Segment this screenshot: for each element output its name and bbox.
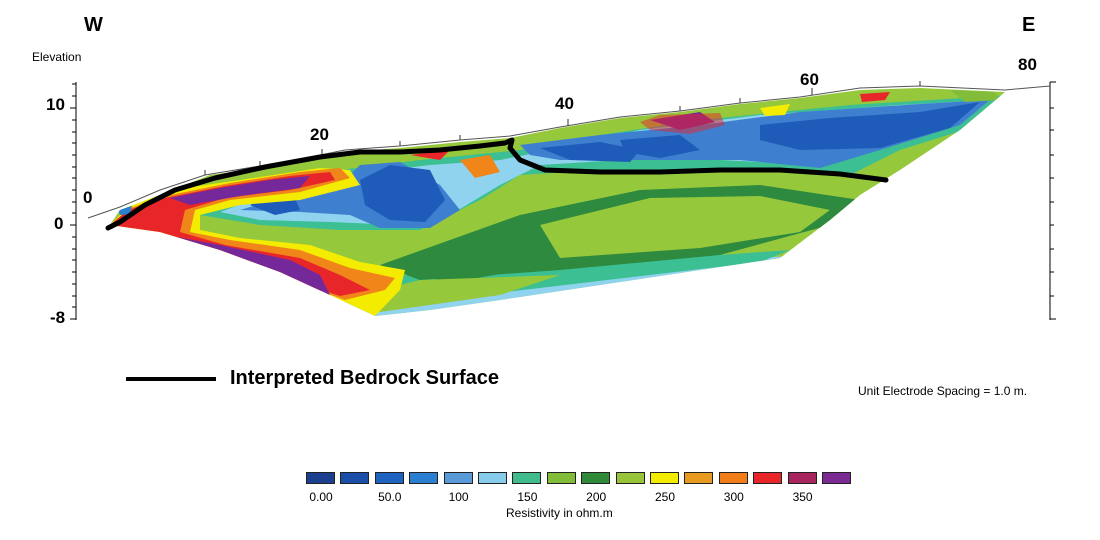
color-scale-label: 150: [517, 490, 538, 504]
color-scale-swatch: [443, 472, 473, 484]
color-scale-label: 200: [586, 490, 607, 504]
electrode-ticks: [204, 81, 921, 175]
distance-label-20: 20: [310, 125, 329, 144]
right-axis: [1049, 81, 1056, 320]
color-scale-swatch: [615, 472, 645, 484]
color-scale-swatch: [581, 472, 611, 484]
elevation-tick-10: 10: [46, 95, 65, 114]
west-label: W: [84, 14, 103, 36]
color-scale-label: 100: [448, 490, 469, 504]
east-label: E: [1022, 14, 1036, 36]
left-axis: [70, 82, 77, 320]
color-scale-swatch: [684, 472, 714, 484]
electrode-spacing-note: Unit Electrode Spacing = 1.0 m.: [858, 384, 1028, 398]
distance-label-0: 0: [83, 188, 93, 207]
elevation-axis-title: Elevation: [32, 50, 82, 64]
color-scale-label: 350: [792, 490, 813, 504]
distance-label-60: 60: [800, 70, 819, 89]
color-scale-label: 300: [723, 490, 744, 504]
color-scale-swatch: [650, 472, 679, 484]
bedrock-surface-line: [105, 137, 889, 231]
color-scale-swatch: [478, 472, 507, 484]
color-scale-swatch: [787, 472, 817, 484]
color-scale-title: Resistivity in ohm.m: [506, 506, 613, 520]
distance-label-40: 40: [555, 94, 574, 113]
elevation-tick-minus8: -8: [50, 308, 66, 327]
color-scale-label: 0.00: [309, 490, 333, 504]
color-scale-swatch: [340, 472, 370, 484]
color-scale-label: 250: [654, 490, 676, 504]
bedrock-legend-label: Interpreted Bedrock Surface: [230, 367, 499, 389]
color-scale-label: 50.0: [378, 490, 402, 504]
color-scale-swatch: [546, 472, 576, 484]
color-scale-swatch: [512, 472, 542, 484]
section-fill: [110, 88, 1005, 316]
distance-label-80: 80: [1018, 55, 1037, 74]
color-scale-swatch: [306, 472, 335, 484]
color-scale-swatch: [374, 472, 404, 484]
color-scale-bar: [306, 472, 856, 486]
color-scale-swatch: [822, 472, 851, 484]
color-scale-swatch: [718, 472, 748, 484]
elevation-tick-0: 0: [54, 214, 64, 233]
color-scale-swatch: [409, 472, 439, 484]
color-scale-swatch: [753, 472, 783, 484]
